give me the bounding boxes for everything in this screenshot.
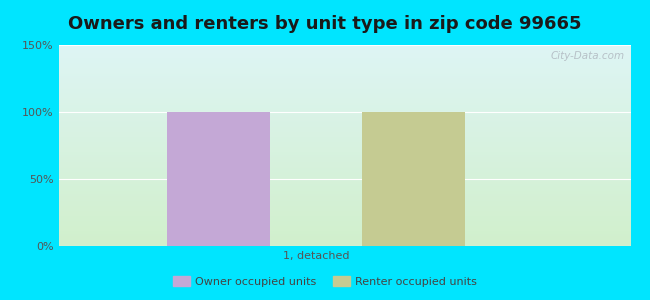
Text: City-Data.com: City-Data.com: [551, 51, 625, 61]
Bar: [361, 112, 465, 246]
Legend: Owner occupied units, Renter occupied units: Owner occupied units, Renter occupied un…: [168, 272, 482, 291]
Bar: [167, 112, 270, 246]
Text: Owners and renters by unit type in zip code 99665: Owners and renters by unit type in zip c…: [68, 15, 582, 33]
